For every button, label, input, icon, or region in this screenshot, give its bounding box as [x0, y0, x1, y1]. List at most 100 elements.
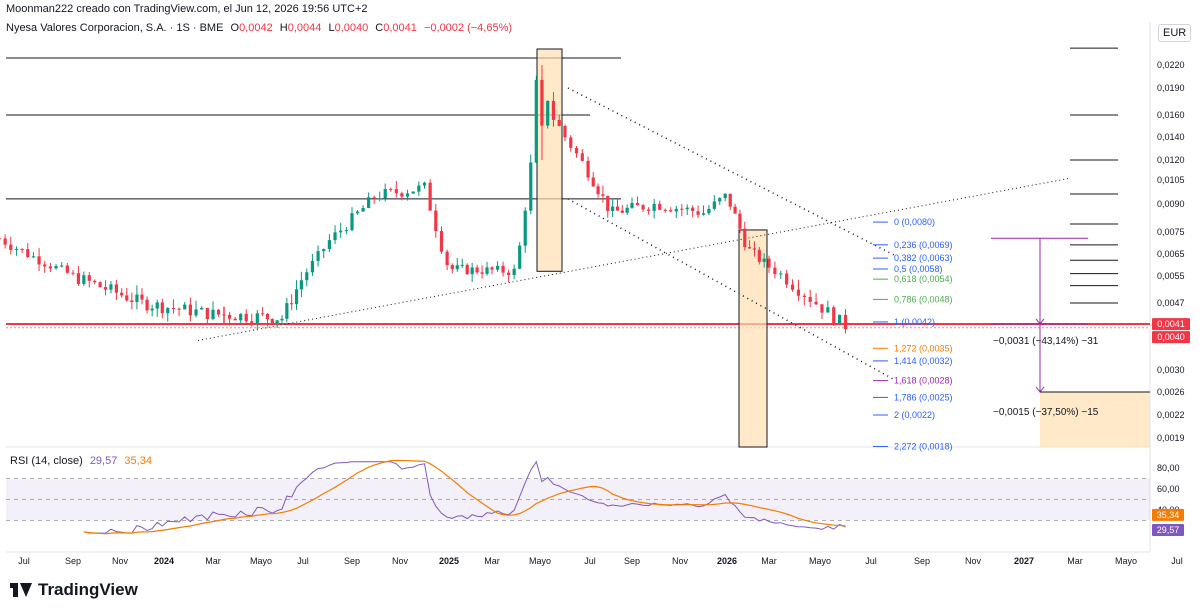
- candle-body: [417, 185, 421, 192]
- price-tick-label: 0,0030: [1157, 365, 1185, 375]
- candle-body: [233, 318, 237, 321]
- candle-body: [450, 265, 454, 270]
- candle-body: [723, 193, 727, 199]
- tradingview-logo-icon: [10, 583, 32, 597]
- time-tick-label: Mar: [761, 556, 777, 566]
- candle-body: [501, 265, 505, 273]
- candle-body: [0, 238, 2, 240]
- tradingview-logo[interactable]: TradingView: [10, 580, 138, 600]
- candle-body: [31, 256, 36, 258]
- candle-body: [135, 294, 139, 303]
- time-tick-label: Mayo: [529, 556, 551, 566]
- candle-body: [779, 273, 783, 275]
- candle-body: [591, 177, 595, 187]
- candle-body: [389, 189, 393, 191]
- candle-body: [71, 272, 75, 274]
- candle-body: [641, 205, 645, 210]
- candle-body: [534, 79, 538, 163]
- symbol-name[interactable]: Nyesa Valores Corporacion, S.A. · 1S · B…: [6, 22, 224, 34]
- time-tick-label: Jul: [18, 556, 30, 566]
- candle-body: [294, 289, 299, 305]
- candle-body: [177, 308, 181, 310]
- candle-body: [625, 207, 629, 213]
- candle-body: [65, 265, 69, 273]
- fib-level-label: 1,618 (0,0028): [894, 376, 953, 386]
- price-tick-label: 0,0090: [1157, 199, 1185, 209]
- time-tick-label: Jul: [584, 556, 596, 566]
- candle-body: [327, 240, 331, 250]
- candle-body: [752, 248, 757, 250]
- candle-body: [635, 202, 640, 206]
- candle-body: [43, 264, 47, 267]
- candle-body: [372, 197, 376, 199]
- time-tick-label: Mar: [205, 556, 221, 566]
- candle-body: [762, 258, 766, 262]
- candle-body: [434, 210, 438, 232]
- candle-body: [843, 314, 848, 330]
- candle-body: [546, 100, 550, 126]
- candle-body: [344, 230, 348, 232]
- candle-body: [155, 302, 159, 309]
- candle-body: [103, 287, 108, 290]
- candle-body: [596, 186, 600, 195]
- time-tick-label: 2024: [154, 556, 174, 566]
- candle-body: [378, 198, 382, 200]
- candle-body: [757, 249, 761, 262]
- candle-body: [475, 267, 479, 273]
- candle-body: [820, 304, 824, 313]
- candle-body: [394, 189, 398, 194]
- candle-body: [460, 264, 464, 266]
- candle-body: [428, 182, 432, 211]
- candle-body: [586, 160, 590, 178]
- high-value: 0,0044: [287, 22, 322, 34]
- price-tick-label: 0,0026: [1157, 387, 1185, 397]
- close-value: 0,0041: [383, 22, 417, 34]
- time-tick-label: Sep: [914, 556, 930, 566]
- price-badge-label: 0,0041: [1157, 319, 1185, 329]
- candle-body: [445, 251, 449, 266]
- candle-body: [361, 207, 365, 212]
- candle-body: [93, 280, 97, 283]
- time-tick-label: Jul: [297, 556, 309, 566]
- candle-body: [728, 193, 732, 207]
- candle-body: [439, 231, 444, 252]
- open-key: O: [230, 22, 240, 34]
- candle-body: [350, 213, 354, 231]
- fib-level-label: 1 (0,0042): [894, 317, 935, 327]
- candle-body: [767, 258, 771, 268]
- time-tick-label: Sep: [344, 556, 360, 566]
- candle-body: [647, 209, 651, 211]
- candle-body: [620, 210, 624, 213]
- currency-button[interactable]: EUR: [1158, 24, 1192, 42]
- price-tick-label: 0,0120: [1157, 155, 1185, 165]
- candle-body: [485, 267, 489, 274]
- channel-upper-line: [567, 87, 897, 257]
- candle-body: [339, 230, 343, 233]
- candle-body: [551, 100, 556, 120]
- candle-body: [814, 301, 818, 305]
- candle-body: [773, 267, 777, 275]
- time-tick-label: Mar: [1067, 556, 1083, 566]
- rsi-label[interactable]: RSI (14, close): [10, 455, 83, 467]
- candle-body: [490, 267, 494, 270]
- high-key: H: [279, 22, 288, 34]
- time-tick-label: 2026: [717, 556, 737, 566]
- candle-body: [316, 251, 320, 261]
- candle-body: [743, 228, 747, 248]
- candle-body: [205, 308, 209, 319]
- rsi-ma-value: 35,34: [124, 455, 152, 467]
- candle-body: [669, 210, 673, 212]
- candle-body: [166, 308, 170, 314]
- candle-body: [20, 248, 24, 250]
- target-zone: [1040, 392, 1150, 447]
- candle-body: [680, 208, 684, 210]
- candle-body: [663, 209, 667, 211]
- channel-lower-line: [567, 198, 897, 382]
- fib-level-label: 0,382 (0,0063): [894, 253, 953, 263]
- open-value: 0,0042: [239, 22, 273, 34]
- candle-body: [580, 153, 584, 161]
- price-tick-label: 0,0105: [1157, 175, 1185, 185]
- fib-level-label: 1,414 (0,0032): [894, 356, 953, 366]
- candle-body: [796, 289, 801, 296]
